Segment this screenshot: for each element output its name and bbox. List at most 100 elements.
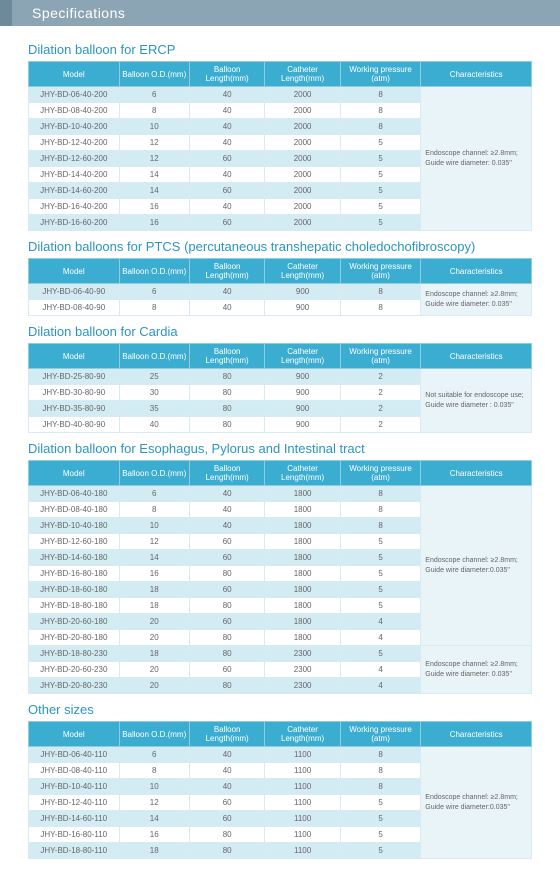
table-cell: 80 [189, 843, 264, 859]
table-cell: 80 [189, 630, 264, 646]
table-cell: JHY-BD-20-60-180 [29, 614, 120, 630]
column-header: Characteristics [421, 344, 532, 369]
table-cell: 2000 [265, 151, 340, 167]
table-cell: 6 [119, 284, 189, 300]
table-cell: 18 [119, 582, 189, 598]
table-cell: 8 [119, 300, 189, 316]
table-cell: JHY-BD-30-80-90 [29, 385, 120, 401]
table-cell: 4 [340, 678, 420, 694]
table-cell: 1800 [265, 534, 340, 550]
column-header: Working pressure (atm) [340, 344, 420, 369]
table-cell: 1800 [265, 598, 340, 614]
table-cell: JHY-BD-18-80-180 [29, 598, 120, 614]
column-header: Model [29, 344, 120, 369]
table-cell: 5 [340, 566, 420, 582]
spec-table: ModelBalloon O.D.(mm)Balloon Length(mm)C… [28, 460, 532, 694]
table-cell: JHY-BD-16-80-110 [29, 827, 120, 843]
table-cell: 40 [189, 779, 264, 795]
column-header: Characteristics [421, 722, 532, 747]
table-cell: JHY-BD-16-40-200 [29, 199, 120, 215]
table-cell: JHY-BD-18-80-230 [29, 646, 120, 662]
table-cell: JHY-BD-12-60-180 [29, 534, 120, 550]
table-cell: 5 [340, 534, 420, 550]
table-cell: 1100 [265, 779, 340, 795]
table-cell: 12 [119, 534, 189, 550]
spec-table: ModelBalloon O.D.(mm)Balloon Length(mm)C… [28, 721, 532, 859]
table-cell: 80 [189, 369, 264, 385]
table-cell: 12 [119, 151, 189, 167]
table-cell: 4 [340, 662, 420, 678]
table-cell: 1100 [265, 827, 340, 843]
table-cell: JHY-BD-10-40-180 [29, 518, 120, 534]
column-header: Balloon O.D.(mm) [119, 62, 189, 87]
table-cell: 40 [189, 119, 264, 135]
table-cell: 40 [189, 135, 264, 151]
column-header: Catheter Length(mm) [265, 461, 340, 486]
table-cell: 10 [119, 119, 189, 135]
table-cell: JHY-BD-20-60-230 [29, 662, 120, 678]
column-header: Model [29, 722, 120, 747]
characteristics-cell: Endoscope channel: ≥2.8mm; Guide wire di… [421, 646, 532, 694]
table-cell: JHY-BD-08-40-180 [29, 502, 120, 518]
table-cell: 900 [265, 417, 340, 433]
table-cell: 4 [340, 630, 420, 646]
table-cell: 1800 [265, 566, 340, 582]
table-cell: 8 [119, 103, 189, 119]
table-row: JHY-BD-06-40-906409008Endoscope channel:… [29, 284, 532, 300]
table-cell: 60 [189, 550, 264, 566]
table-cell: 900 [265, 300, 340, 316]
table-cell: 8 [340, 763, 420, 779]
table-cell: JHY-BD-20-80-180 [29, 630, 120, 646]
column-header: Catheter Length(mm) [265, 62, 340, 87]
table-cell: 40 [189, 747, 264, 763]
table-cell: 2000 [265, 135, 340, 151]
table-cell: 12 [119, 135, 189, 151]
table-cell: 1800 [265, 502, 340, 518]
table-cell: 6 [119, 486, 189, 502]
table-cell: 2 [340, 385, 420, 401]
column-header: Balloon O.D.(mm) [119, 461, 189, 486]
table-cell: 60 [189, 215, 264, 231]
table-row: JHY-BD-18-80-230188023005Endoscope chann… [29, 646, 532, 662]
table-cell: JHY-BD-14-40-200 [29, 167, 120, 183]
table-cell: 14 [119, 550, 189, 566]
column-header: Model [29, 461, 120, 486]
table-cell: 40 [189, 284, 264, 300]
table-cell: 2 [340, 417, 420, 433]
table-cell: JHY-BD-12-40-200 [29, 135, 120, 151]
table-cell: 5 [340, 199, 420, 215]
column-header: Working pressure (atm) [340, 722, 420, 747]
table-cell: JHY-BD-16-60-200 [29, 215, 120, 231]
table-cell: 30 [119, 385, 189, 401]
table-cell: 2000 [265, 119, 340, 135]
table-cell: 5 [340, 183, 420, 199]
table-cell: 60 [189, 811, 264, 827]
table-cell: JHY-BD-14-60-110 [29, 811, 120, 827]
table-cell: JHY-BD-08-40-110 [29, 763, 120, 779]
column-header: Balloon O.D.(mm) [119, 722, 189, 747]
column-header: Balloon Length(mm) [189, 344, 264, 369]
table-cell: 8 [340, 300, 420, 316]
column-header: Balloon Length(mm) [189, 461, 264, 486]
table-cell: 8 [119, 763, 189, 779]
table-cell: 18 [119, 843, 189, 859]
table-cell: 1100 [265, 811, 340, 827]
table-cell: 14 [119, 183, 189, 199]
table-cell: 2300 [265, 678, 340, 694]
table-cell: 6 [119, 87, 189, 103]
table-cell: 5 [340, 827, 420, 843]
table-cell: 900 [265, 369, 340, 385]
table-cell: 14 [119, 811, 189, 827]
column-header: Model [29, 259, 120, 284]
table-cell: 60 [189, 534, 264, 550]
table-cell: 5 [340, 582, 420, 598]
table-row: JHY-BD-06-40-11064011008Endoscope channe… [29, 747, 532, 763]
column-header: Model [29, 62, 120, 87]
table-cell: 2000 [265, 103, 340, 119]
table-cell: 40 [189, 518, 264, 534]
section-title: Dilation balloon for Esophagus, Pylorus … [28, 441, 532, 456]
table-cell: 25 [119, 369, 189, 385]
column-header: Balloon Length(mm) [189, 62, 264, 87]
table-cell: 5 [340, 598, 420, 614]
section-title: Dilation balloon for Cardia [28, 324, 532, 339]
